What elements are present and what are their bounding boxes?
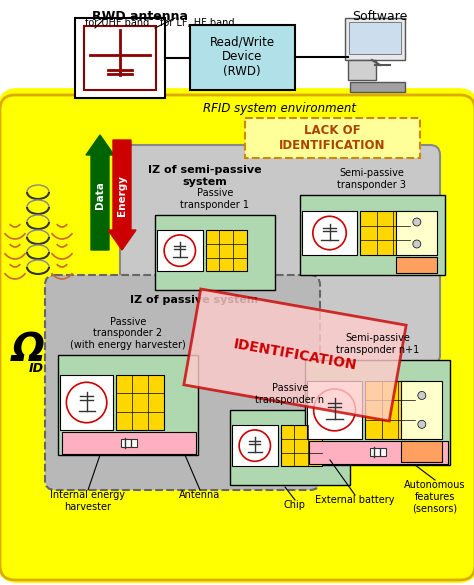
Bar — [60, 375, 113, 430]
FancyArrow shape — [108, 140, 136, 250]
Bar — [230, 410, 350, 485]
Bar — [309, 441, 448, 464]
Bar — [232, 425, 278, 466]
Text: LACK OF
IDENTIFICATION: LACK OF IDENTIFICATION — [279, 124, 385, 152]
Text: Data: Data — [95, 181, 105, 209]
Bar — [401, 441, 443, 462]
Text: for LF, HF band: for LF, HF band — [160, 18, 235, 28]
Text: for UHF band: for UHF band — [85, 18, 149, 28]
Bar — [281, 425, 322, 466]
Bar — [155, 215, 275, 290]
Text: Chip: Chip — [284, 500, 306, 510]
Bar — [349, 22, 401, 54]
Bar — [345, 18, 405, 60]
Text: Passive
transponder 1: Passive transponder 1 — [181, 188, 249, 210]
Circle shape — [314, 389, 356, 431]
Bar — [396, 257, 438, 273]
FancyBboxPatch shape — [120, 145, 440, 365]
Circle shape — [413, 240, 421, 248]
Bar — [305, 360, 450, 465]
Text: Autonomous
features
(sensors): Autonomous features (sensors) — [404, 480, 466, 513]
FancyBboxPatch shape — [0, 95, 474, 580]
Circle shape — [418, 391, 426, 400]
Circle shape — [239, 430, 271, 462]
Bar — [348, 60, 376, 80]
Circle shape — [418, 420, 426, 428]
Text: IDENTIFICATION: IDENTIFICATION — [232, 337, 358, 373]
Bar — [371, 448, 386, 456]
Bar — [360, 211, 410, 255]
Circle shape — [313, 216, 346, 250]
Bar — [84, 26, 156, 90]
Bar — [190, 25, 295, 90]
Bar — [75, 18, 165, 98]
Text: IZ of semi-passive
system: IZ of semi-passive system — [148, 165, 262, 187]
Text: ID: ID — [28, 362, 44, 374]
Text: IZ of passive system: IZ of passive system — [130, 295, 258, 305]
Text: RWD antenna: RWD antenna — [92, 10, 188, 23]
Bar — [157, 230, 202, 271]
Bar — [396, 211, 438, 255]
FancyBboxPatch shape — [0, 88, 474, 583]
Text: Semi-passive
transponder n+1: Semi-passive transponder n+1 — [337, 333, 419, 355]
Circle shape — [413, 218, 421, 226]
Text: External battery: External battery — [315, 495, 395, 505]
Bar — [206, 230, 246, 271]
Text: Passive
transponder n: Passive transponder n — [255, 383, 325, 405]
Text: Read/Write
Device
(RWD): Read/Write Device (RWD) — [210, 36, 274, 78]
Circle shape — [164, 235, 195, 266]
Bar — [245, 118, 420, 158]
Text: Internal energy
harvester: Internal energy harvester — [51, 490, 126, 512]
Bar — [116, 375, 164, 430]
FancyArrow shape — [86, 135, 114, 250]
Text: Semi-passive
transponder 3: Semi-passive transponder 3 — [337, 168, 407, 190]
Bar — [350, 82, 405, 92]
Bar — [365, 381, 415, 439]
Text: Ω: Ω — [11, 331, 45, 369]
Bar — [401, 381, 443, 439]
Bar — [121, 439, 137, 447]
Bar — [62, 432, 196, 454]
FancyBboxPatch shape — [45, 275, 320, 490]
Circle shape — [66, 382, 107, 423]
Bar — [58, 355, 198, 455]
Text: Antenna: Antenna — [179, 490, 220, 500]
Bar — [300, 195, 445, 275]
Text: Software: Software — [352, 10, 408, 23]
Text: RFID system environment: RFID system environment — [203, 102, 356, 115]
Bar — [302, 211, 357, 255]
Bar — [307, 381, 362, 439]
Text: Passive
transponder 2
(with energy harvester): Passive transponder 2 (with energy harve… — [70, 317, 186, 350]
Text: Energy: Energy — [117, 174, 127, 215]
